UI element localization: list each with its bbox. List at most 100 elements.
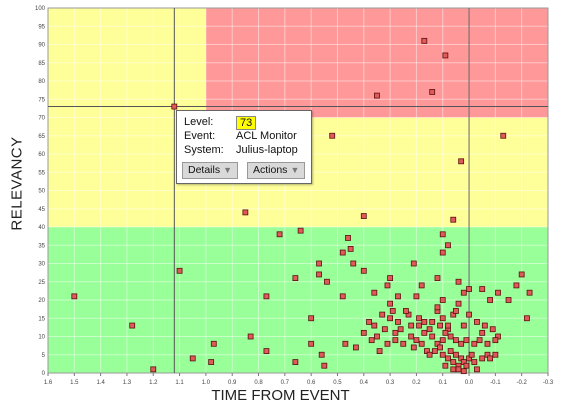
data-point — [442, 329, 449, 336]
data-point — [513, 282, 520, 289]
data-point — [308, 340, 315, 347]
data-point — [381, 326, 388, 333]
popup-event-label: Event: — [184, 130, 216, 142]
data-point — [189, 355, 196, 362]
x-tick-label: 1.2 — [149, 380, 158, 386]
popup-system-row: System: Julius-laptop — [184, 144, 298, 156]
data-point — [418, 282, 425, 289]
data-point — [392, 337, 399, 344]
data-point — [487, 355, 494, 362]
actions-button[interactable]: Actions ▼ — [247, 162, 306, 179]
x-tick-label: 1.6 — [44, 380, 53, 386]
data-point — [484, 340, 491, 347]
data-point — [421, 37, 428, 44]
data-point — [474, 366, 480, 373]
data-point — [371, 289, 378, 296]
data-point — [455, 278, 462, 285]
x-tick-label: 0.4 — [360, 380, 369, 386]
x-tick-label: 0.7 — [281, 380, 290, 386]
data-point — [466, 311, 472, 318]
data-point — [171, 103, 178, 110]
data-point — [471, 359, 478, 365]
event-popup: Level: 73 Event: ACL Monitor System: Jul… — [176, 110, 312, 184]
popup-system-value: Julius-laptop — [236, 144, 298, 156]
data-point — [360, 267, 367, 274]
data-point — [387, 300, 394, 307]
data-point — [437, 322, 444, 329]
data-point — [445, 322, 451, 329]
data-point — [442, 362, 449, 369]
x-tick-label: 0.8 — [254, 380, 263, 386]
data-point — [360, 213, 367, 219]
chevron-down-icon: ▼ — [290, 165, 300, 175]
y-tick-label: 30 — [38, 262, 45, 268]
data-point — [442, 52, 449, 59]
data-point — [458, 158, 465, 165]
data-point — [208, 359, 215, 365]
data-point — [439, 337, 446, 344]
data-point — [481, 322, 488, 329]
data-point — [500, 132, 507, 139]
zone-critical — [205, 8, 549, 118]
details-button[interactable]: Details ▼ — [182, 162, 239, 179]
data-point — [466, 286, 472, 292]
data-point — [450, 359, 457, 365]
data-point — [505, 297, 512, 303]
data-point — [71, 293, 78, 300]
data-point — [342, 340, 349, 347]
data-point — [176, 267, 183, 274]
y-tick-label: 0 — [42, 371, 46, 377]
y-tick-label: 65 — [38, 134, 45, 140]
data-point — [263, 293, 270, 300]
data-point — [463, 337, 470, 344]
axes-layer — [47, 7, 549, 374]
data-point — [452, 351, 459, 358]
data-point — [434, 275, 441, 282]
data-point — [402, 308, 409, 314]
popup-level-row: Level: 73 — [184, 116, 257, 130]
x-tick-label: 0.0 — [465, 380, 474, 386]
data-point — [421, 318, 428, 325]
data-point — [447, 348, 454, 355]
data-point — [524, 315, 530, 322]
data-point — [418, 340, 425, 347]
x-tick-label: 0.9 — [228, 380, 237, 386]
data-point — [389, 308, 396, 314]
data-point — [450, 216, 457, 223]
x-axis-label: TIME FROM EVENT — [211, 387, 350, 404]
data-point — [413, 293, 420, 300]
tick-layer: 1.6 1.5 1.4 1.3 1.2 1.1 1.0 0.9 0.8 0.7 0.6 0.5 0.4 0… — [35, 6, 554, 386]
data-point — [308, 315, 315, 322]
data-point — [439, 297, 446, 303]
data-point — [426, 326, 433, 333]
zone-low — [48, 227, 548, 373]
data-point — [431, 348, 438, 355]
data-point — [434, 304, 441, 311]
data-point — [410, 260, 417, 267]
data-point — [395, 318, 401, 325]
data-point — [526, 289, 533, 296]
x-tick-label: 0.5 — [333, 380, 342, 386]
data-point — [345, 235, 351, 241]
data-point — [489, 326, 496, 333]
data-point — [352, 344, 359, 351]
data-point — [429, 318, 436, 325]
data-point — [439, 315, 446, 322]
y-tick-label: 25 — [38, 280, 45, 286]
x-tick-label: 1.5 — [70, 380, 79, 386]
x-tick-label: 1.3 — [123, 380, 132, 386]
data-point — [460, 322, 467, 329]
data-point — [329, 132, 336, 139]
popup-level-value: 73 — [236, 116, 257, 130]
y-tick-label: 100 — [35, 6, 46, 12]
data-point — [445, 242, 451, 249]
data-point — [452, 308, 459, 314]
data-point — [458, 340, 465, 347]
data-point — [439, 351, 446, 358]
data-point — [374, 92, 380, 99]
y-tick-label: 10 — [38, 335, 45, 341]
data-point — [384, 340, 391, 347]
data-point — [374, 333, 380, 340]
data-point — [455, 366, 462, 373]
